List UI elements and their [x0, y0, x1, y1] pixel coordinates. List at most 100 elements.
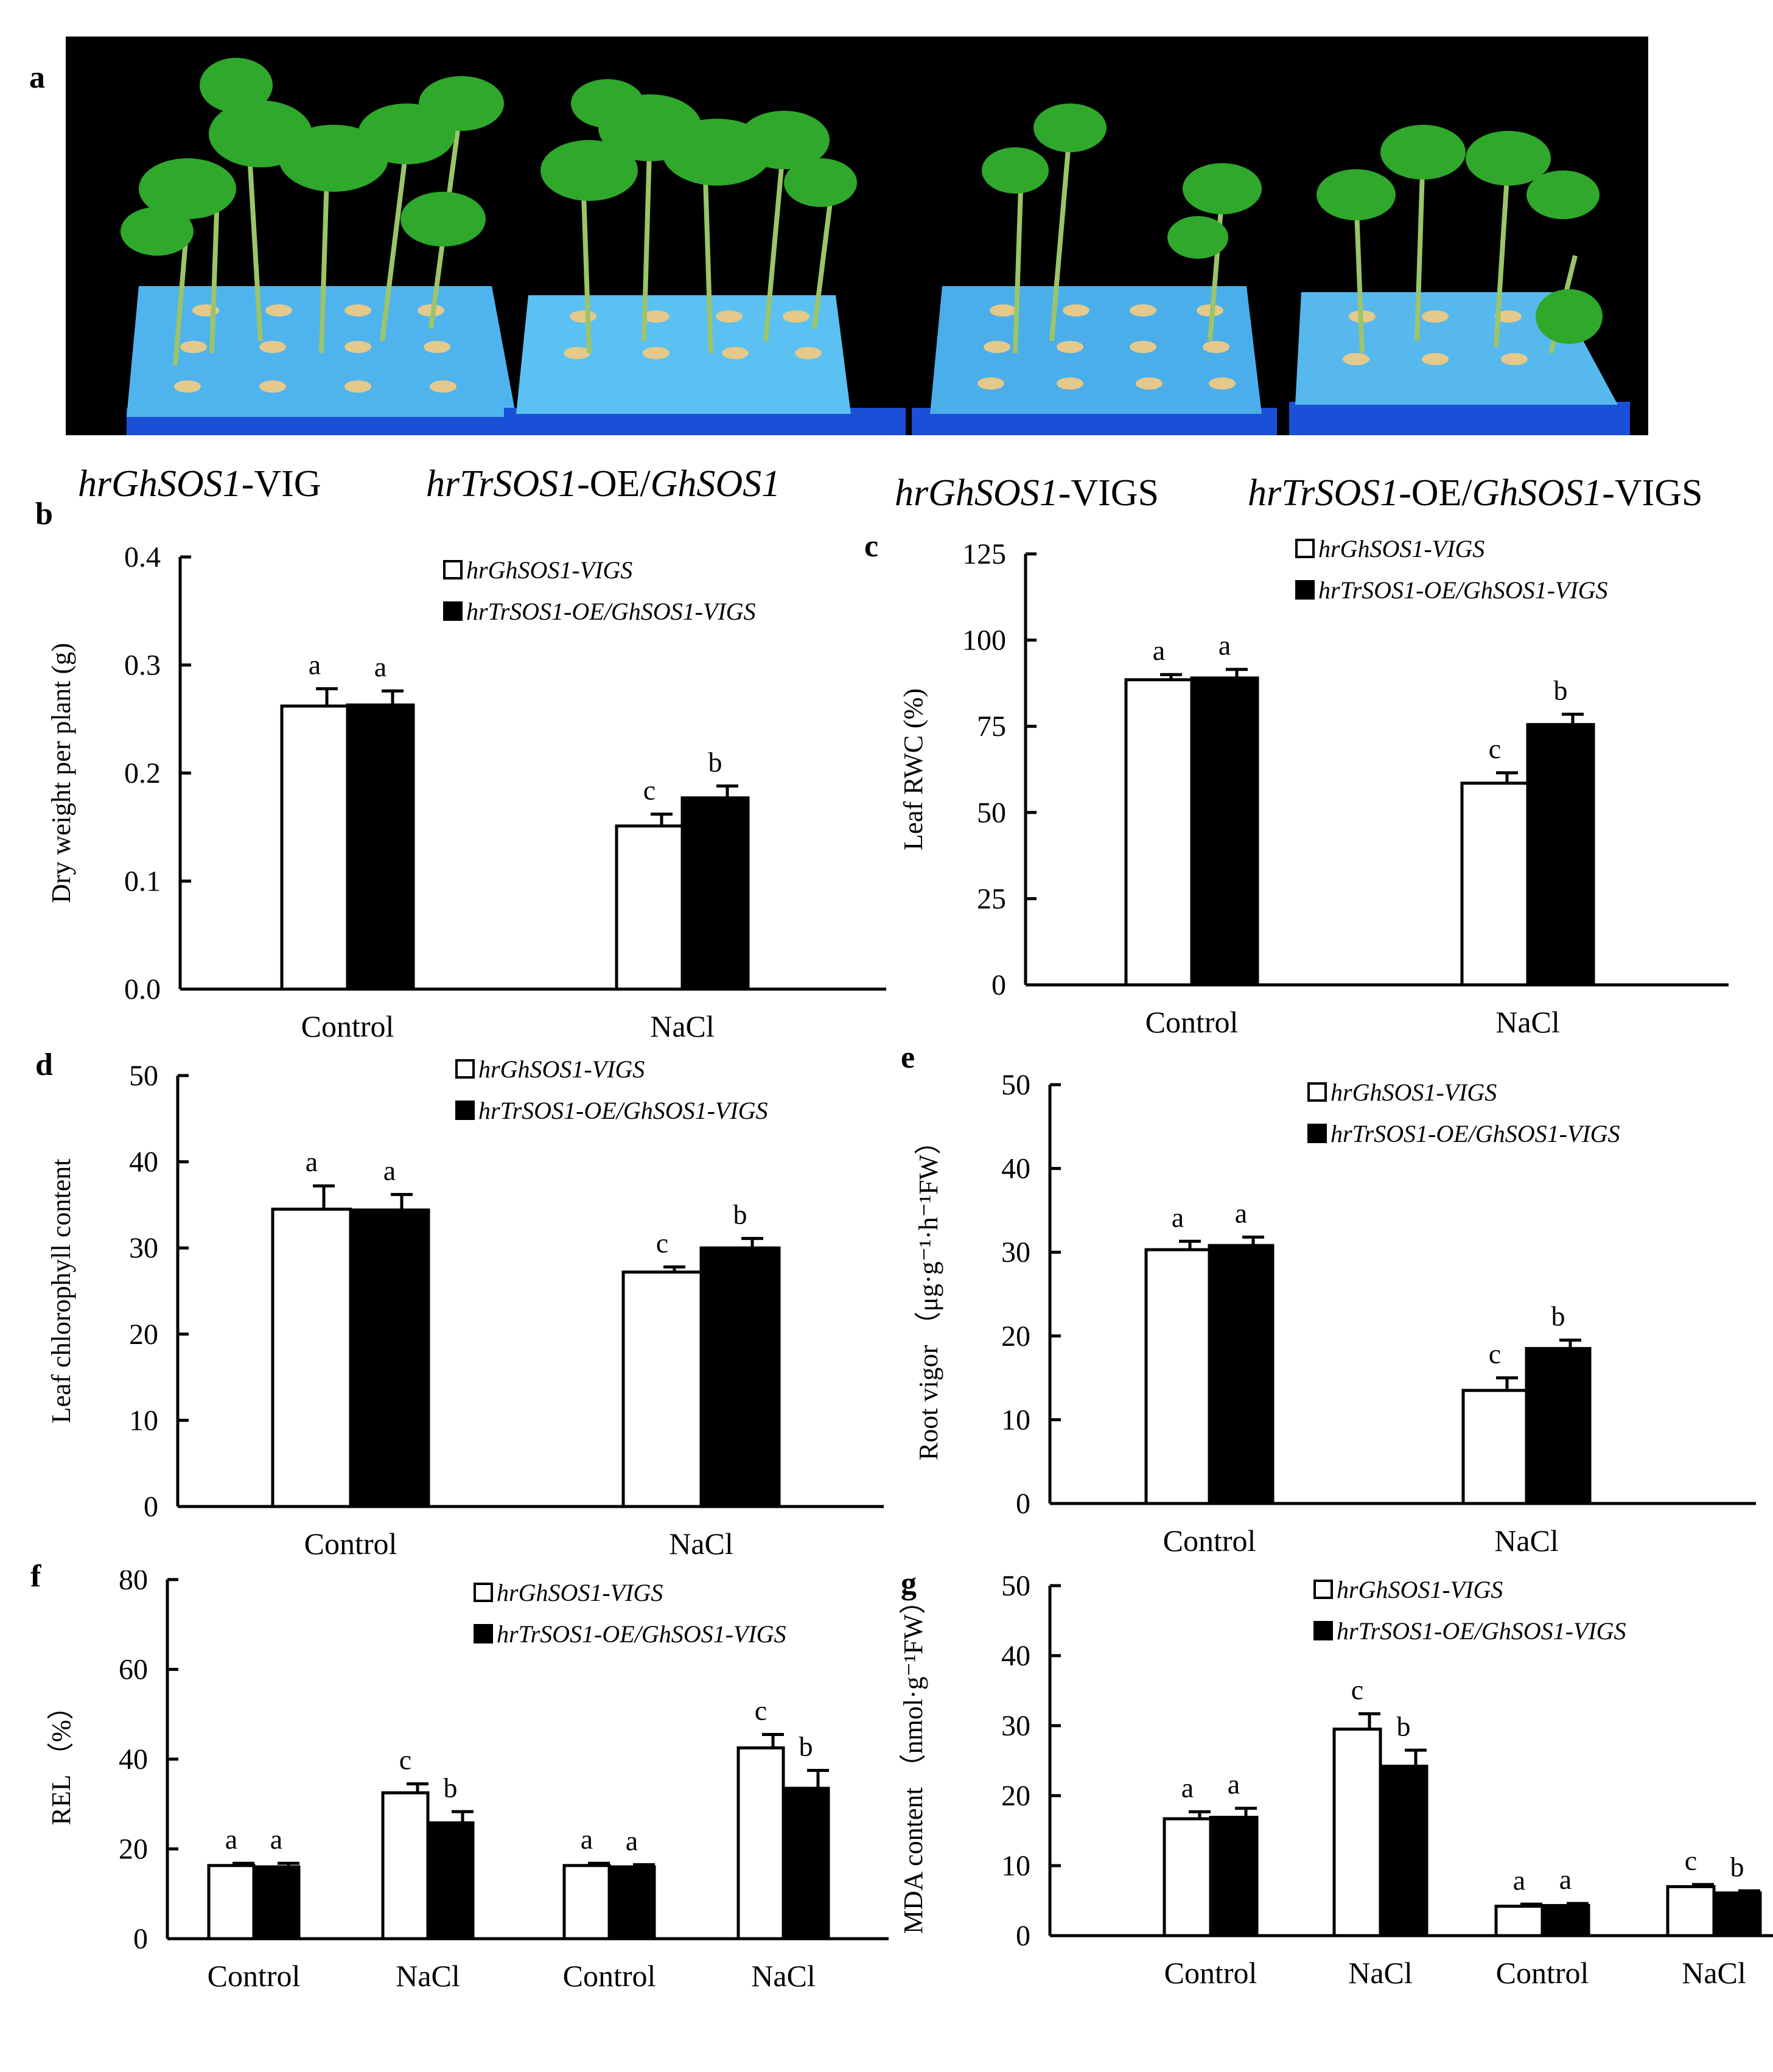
significance-letter: c	[1351, 1674, 1363, 1705]
chart-g: 0 10 20 30 40 50 MDA content （nmol·g⁻¹FW） a a Con…	[898, 1570, 1773, 1990]
significance-letter: b	[1551, 1301, 1565, 1332]
bar	[1526, 723, 1595, 987]
chart-e: 0 10 20 30 40 50 Root vigor （μg·g⁻¹·h⁻¹FW） a a Co…	[914, 1069, 1756, 1558]
panel-f-letter: f	[30, 1559, 41, 1594]
significance-letter: a	[1181, 1772, 1194, 1803]
bar	[1124, 678, 1194, 987]
bar	[782, 1787, 830, 1941]
legend-swatch	[1307, 1124, 1327, 1143]
bar	[271, 1207, 352, 1508]
bar	[346, 703, 415, 991]
y-tick-label: 50	[1001, 1570, 1030, 1602]
x-tick-label: NaCl	[1495, 1005, 1560, 1039]
y-tick-label: 80	[119, 1570, 148, 1596]
bar	[607, 1865, 656, 1941]
y-tick-label: 50	[1001, 1069, 1030, 1101]
legend-label: hrGhSOS1-VIGS	[1331, 1079, 1497, 1106]
legend-swatch	[455, 1059, 475, 1079]
bar	[1209, 1816, 1259, 1937]
y-tick-label: 40	[119, 1743, 148, 1776]
significance-letter: a	[1235, 1197, 1247, 1228]
significance-letter: a	[306, 1146, 318, 1177]
x-tick-label: Control	[304, 1527, 397, 1561]
significance-letter: b	[1554, 674, 1568, 705]
significance-letter: a	[1153, 635, 1165, 666]
legend-swatch	[1313, 1621, 1333, 1640]
chart-b: 0.0 0.1 0.2 0.3 0.4 Dry weight per plant (g) a…	[46, 541, 886, 1043]
y-tick-label: 20	[119, 1833, 148, 1866]
photo-label-3-italic: hrGhSOS1	[895, 472, 1058, 514]
bar	[736, 1746, 785, 1941]
y-tick-label: 0	[1016, 1488, 1030, 1520]
bar	[1208, 1244, 1275, 1505]
y-tick-label: 100	[962, 625, 1006, 657]
legend-swatch	[1295, 580, 1315, 600]
significance-letter: b	[799, 1731, 813, 1762]
x-tick-label: Control	[301, 1009, 394, 1043]
photo-label-2-italic2: GhSOS1	[650, 463, 781, 505]
significance-letter: c	[1489, 1339, 1501, 1370]
significance-letter: c	[643, 774, 656, 805]
photo-label-2-italic: hrTrSOS1	[426, 463, 578, 505]
y-tick-label: 0.1	[124, 866, 161, 898]
bar	[280, 704, 349, 991]
x-tick-label: Control	[1163, 1524, 1256, 1558]
photo-label-2: hrTrSOS1-OE/GhSOS1	[426, 463, 780, 506]
tray-3	[912, 286, 1277, 435]
bar	[1525, 1346, 1592, 1505]
bar	[1190, 676, 1259, 987]
y-tick-label: 40	[129, 1146, 158, 1178]
legend-label: hrTrSOS1-OE/GhSOS1-VIGS	[1337, 1617, 1626, 1645]
significance-letter: b	[444, 1772, 458, 1803]
significance-letter: a	[374, 651, 386, 682]
x-tick-label: Control	[563, 1959, 656, 1993]
y-axis-label: Root vigor （μg·g⁻¹·h⁻¹FW）	[914, 1128, 943, 1460]
significance-letter: a	[1559, 1864, 1572, 1895]
significance-letter: a	[1172, 1202, 1184, 1233]
bar	[680, 796, 750, 991]
y-tick-label: 75	[977, 710, 1006, 743]
bar	[1144, 1248, 1211, 1505]
x-tick-label: NaCl	[669, 1527, 733, 1561]
significance-letter: c	[399, 1745, 411, 1776]
panel-e-letter: e	[901, 1040, 915, 1075]
legend-swatch	[1307, 1082, 1327, 1102]
photo-label-1-rest: -VIG	[241, 463, 321, 505]
y-tick-label: 30	[1001, 1236, 1030, 1269]
bar	[1540, 1904, 1590, 1937]
bar	[699, 1246, 781, 1508]
x-tick-label: NaCl	[1494, 1524, 1559, 1558]
legend-label: hrGhSOS1-VIGS	[1337, 1576, 1503, 1603]
y-axis-label: MDA content （nmol·g⁻¹FW）	[898, 1587, 928, 1934]
photo-label-1: hrGhSOS1-VIG	[78, 463, 321, 506]
legend-swatch	[474, 1624, 493, 1643]
significance-letter: a	[383, 1155, 396, 1186]
bar	[1712, 1891, 1762, 1937]
x-tick-label: Control	[1496, 1956, 1589, 1990]
significance-letter: c	[656, 1227, 668, 1258]
y-tick-label: 10	[129, 1404, 158, 1437]
legend-label: hrTrSOS1-OE/GhSOS1-VIGS	[1318, 576, 1608, 604]
y-tick-label: 50	[977, 797, 1006, 829]
significance-letter: a	[309, 649, 321, 681]
bar	[252, 1865, 301, 1941]
y-tick-label: 30	[1001, 1710, 1030, 1742]
y-tick-label: 0	[1016, 1920, 1030, 1952]
bar	[426, 1821, 475, 1941]
chart-d: 0 10 20 30 40 50 Leaf chlorophyll content a a Con…	[46, 1059, 884, 1561]
bar	[1163, 1817, 1212, 1937]
chart-c: 0 25 50 75 100 125 Leaf RWC (%) a a Control c b NaCl…	[898, 536, 1729, 1039]
panel-d-letter: d	[35, 1048, 53, 1082]
significance-letter: a	[225, 1824, 237, 1855]
x-tick-label: NaCl	[1348, 1956, 1413, 1990]
panel-g-letter: g	[901, 1566, 917, 1601]
y-tick-label: 30	[129, 1232, 158, 1264]
photo-label-4: hrTrSOS1-OE/GhSOS1-VIGS	[1248, 472, 1703, 515]
significance-letter: c	[1489, 733, 1501, 765]
photo-label-3-rest: -VIGS	[1058, 472, 1159, 514]
y-tick-label: 25	[977, 883, 1006, 915]
significance-letter: b	[1397, 1710, 1411, 1741]
legend-swatch	[443, 560, 463, 579]
bar	[1494, 1905, 1544, 1937]
chart-f: 0 20 40 60 80 REL （%） a a Control c b NaCl a a Control…	[46, 1570, 889, 1993]
